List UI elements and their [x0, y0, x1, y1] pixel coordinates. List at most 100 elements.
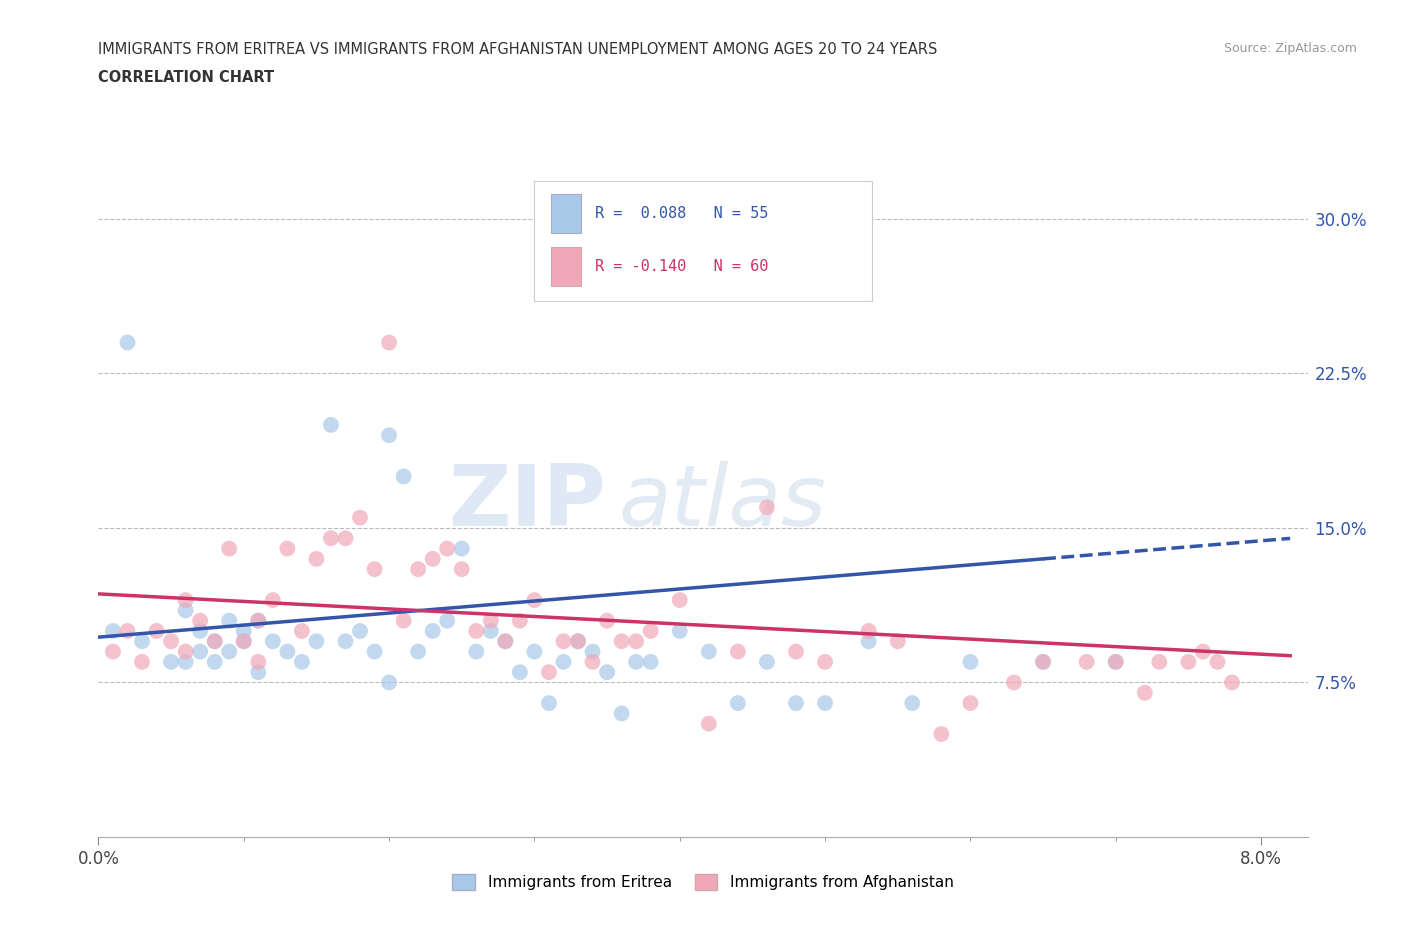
Point — [509, 665, 531, 680]
Point — [1220, 675, 1243, 690]
Point — [378, 335, 401, 350]
Point — [567, 634, 589, 649]
Legend: Immigrants from Eritrea, Immigrants from Afghanistan: Immigrants from Eritrea, Immigrants from… — [446, 868, 960, 897]
Point — [305, 551, 328, 566]
Point — [1032, 655, 1054, 670]
Point — [1192, 644, 1215, 659]
Point — [640, 655, 662, 670]
Point — [363, 644, 385, 659]
Point — [901, 696, 924, 711]
Point — [232, 634, 254, 649]
Point — [276, 644, 298, 659]
Point — [131, 655, 153, 670]
Text: atlas: atlas — [619, 460, 827, 544]
Point — [1002, 675, 1025, 690]
Point — [174, 655, 197, 670]
Point — [262, 592, 284, 607]
Point — [174, 592, 197, 607]
Point — [131, 634, 153, 649]
Point — [624, 634, 647, 649]
Point — [465, 644, 488, 659]
Point — [1206, 655, 1229, 670]
Point — [1149, 655, 1171, 670]
Point — [624, 655, 647, 670]
Point — [537, 696, 560, 711]
Point — [378, 675, 401, 690]
Point — [319, 418, 342, 432]
Point — [218, 541, 240, 556]
Point — [668, 623, 690, 638]
Point — [232, 634, 254, 649]
Point — [727, 644, 749, 659]
Text: ZIP: ZIP — [449, 460, 606, 544]
Point — [247, 613, 270, 628]
Point — [785, 696, 807, 711]
Point — [1032, 655, 1054, 670]
Point — [232, 623, 254, 638]
Point — [697, 644, 720, 659]
Point — [727, 696, 749, 711]
Point — [640, 623, 662, 638]
Point — [392, 469, 415, 484]
Point — [174, 603, 197, 618]
Point — [465, 623, 488, 638]
Point — [335, 531, 357, 546]
Point — [450, 562, 472, 577]
Point — [581, 655, 603, 670]
Point — [378, 428, 401, 443]
Point — [406, 644, 429, 659]
Point — [291, 655, 314, 670]
Point — [305, 634, 328, 649]
Point — [814, 696, 837, 711]
Point — [523, 592, 546, 607]
Point — [218, 613, 240, 628]
Point — [1105, 655, 1128, 670]
Point — [553, 655, 575, 670]
Point — [117, 623, 139, 638]
Point — [422, 551, 444, 566]
Point — [117, 335, 139, 350]
Text: CORRELATION CHART: CORRELATION CHART — [98, 70, 274, 85]
Point — [553, 634, 575, 649]
Point — [814, 655, 837, 670]
Point — [494, 634, 516, 649]
Point — [247, 655, 270, 670]
Point — [247, 613, 270, 628]
Point — [1177, 655, 1199, 670]
Point — [610, 634, 633, 649]
Point — [523, 644, 546, 659]
Point — [174, 644, 197, 659]
Point — [596, 613, 619, 628]
Point — [479, 613, 502, 628]
Point — [581, 644, 603, 659]
Point — [218, 644, 240, 659]
Text: IMMIGRANTS FROM ERITREA VS IMMIGRANTS FROM AFGHANISTAN UNEMPLOYMENT AMONG AGES 2: IMMIGRANTS FROM ERITREA VS IMMIGRANTS FR… — [98, 42, 938, 57]
Point — [436, 613, 458, 628]
Point — [1076, 655, 1098, 670]
Point — [204, 655, 226, 670]
Point — [755, 655, 778, 670]
Point — [392, 613, 415, 628]
Point — [204, 634, 226, 649]
Point — [537, 665, 560, 680]
Point — [101, 644, 124, 659]
Point — [959, 655, 981, 670]
Point — [509, 613, 531, 628]
Point — [1133, 685, 1156, 700]
Point — [668, 592, 690, 607]
Point — [858, 634, 880, 649]
Point — [335, 634, 357, 649]
Point — [247, 665, 270, 680]
Point — [479, 623, 502, 638]
Point — [145, 623, 167, 638]
Point — [349, 511, 371, 525]
Point — [160, 655, 183, 670]
Point — [785, 644, 807, 659]
Point — [931, 726, 953, 741]
Point — [494, 634, 516, 649]
Point — [755, 500, 778, 515]
Point — [188, 613, 211, 628]
Point — [291, 623, 314, 638]
Point — [887, 634, 910, 649]
Point — [363, 562, 385, 577]
